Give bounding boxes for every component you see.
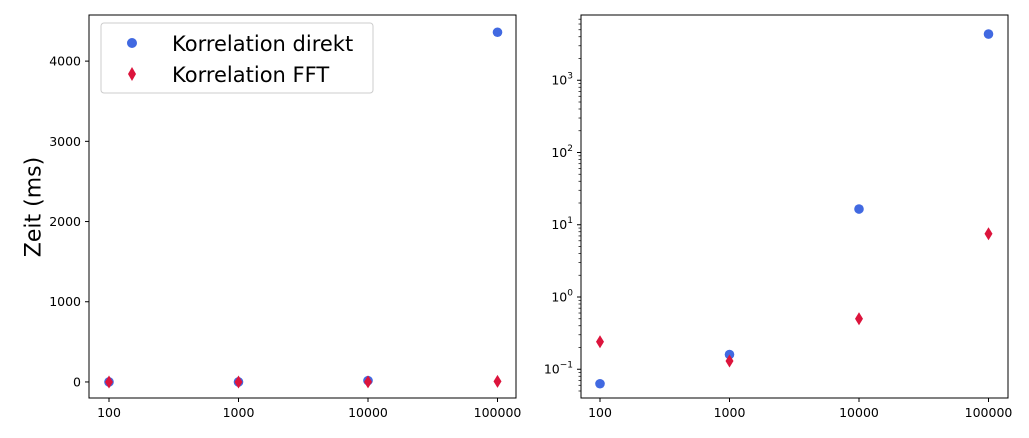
left-y-ticks: 0 1000 2000 3000 4000	[49, 54, 89, 389]
left-x-tick-label: 100000	[474, 405, 522, 420]
left-point-fft-100000	[493, 374, 502, 388]
left-data-markers	[104, 27, 503, 389]
right-x-tick-label: 100000	[965, 405, 1013, 420]
left-y-tick-label: 3000	[49, 134, 81, 149]
left-point-fft-100	[105, 375, 113, 389]
right-point-fft-1000	[725, 354, 734, 368]
right-y-tick-label: 100	[551, 288, 573, 304]
legend-marker-direkt	[127, 38, 137, 48]
right-point-direkt-10000	[854, 204, 864, 214]
right-panel-log: 100 1000 10000 100000 10−1 100 101 102 103	[544, 14, 1012, 420]
left-y-tick-label: 1000	[49, 294, 81, 309]
right-point-fft-100000	[984, 227, 993, 241]
left-y-tick-label: 2000	[49, 214, 81, 229]
right-y-tick-label: 101	[551, 216, 573, 232]
left-y-tick-label: 4000	[49, 54, 81, 69]
right-y-ticks: 10−1 100 101 102 103	[544, 72, 581, 377]
right-x-ticks: 100 1000 10000 100000	[588, 398, 1012, 420]
left-point-direkt-100000	[492, 27, 503, 38]
left-x-tick-label: 1000	[223, 405, 255, 420]
right-axes-frame	[580, 14, 1009, 399]
left-x-tick-label: 10000	[348, 405, 388, 420]
left-axes-frame	[88, 14, 517, 399]
right-data-markers	[595, 29, 994, 389]
right-point-direkt-100000	[983, 29, 994, 39]
legend-label-direkt: Korrelation direkt	[172, 32, 353, 56]
left-y-tick-label: 0	[73, 374, 81, 389]
right-point-fft-100	[596, 335, 604, 349]
right-y-tick-label: 102	[551, 144, 573, 160]
right-x-tick-label: 1000	[714, 405, 746, 420]
right-x-tick-label: 100	[588, 405, 612, 420]
right-point-fft-10000	[855, 312, 863, 326]
left-x-ticks: 100 1000 10000 100000	[97, 398, 521, 420]
right-y-tick-label: 10−1	[544, 361, 573, 377]
right-point-direkt-1000	[724, 349, 735, 360]
left-x-tick-label: 100	[97, 405, 121, 420]
legend-frame	[100, 22, 374, 94]
left-panel-linear: 100 1000 10000 100000 0 1000 2000 3000 4000 Zei…	[22, 14, 521, 420]
right-point-direkt-100	[595, 378, 605, 389]
legend-label-fft: Korrelation FFT	[172, 63, 329, 87]
left-point-fft-1000	[234, 375, 243, 389]
right-x-tick-label: 10000	[839, 405, 879, 420]
right-y-minor-ticks	[578, 18, 581, 392]
left-y-axis-label: Zeit (ms)	[22, 157, 47, 257]
right-y-tick-label: 103	[551, 72, 573, 88]
left-point-fft-10000	[364, 375, 372, 389]
legend: Korrelation direkt Korrelation FFT	[100, 22, 374, 94]
legend-marker-fft	[128, 67, 136, 81]
